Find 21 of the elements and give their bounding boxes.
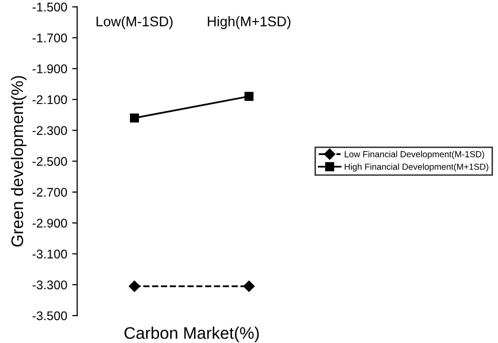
y-axis-title: Green development(%) (10, 76, 26, 247)
x-tick-label: Low(M-1SD) (96, 16, 173, 30)
y-tick-label: -3.300 (32, 280, 67, 290)
x-tick-label: High(M+1SD) (208, 16, 290, 30)
point (243, 280, 255, 292)
y-tick-label: -1.700 (32, 34, 67, 42)
y-tick-label: -2.100 (32, 95, 67, 104)
y-tick-label: -2.300 (32, 126, 67, 135)
point (244, 92, 254, 101)
y-tick-label: -2.500 (32, 157, 67, 166)
y-tick-label: -2.900 (32, 218, 67, 228)
legend-label: Low Financial Development(M-1SD) (344, 150, 484, 160)
y-tick-label: -1.500 (32, 2, 67, 12)
y-tick-label: -1.900 (32, 64, 67, 74)
x-axis-title: Carbon Market(%) (124, 326, 259, 342)
y-tick-label: -3.500 (32, 311, 67, 320)
y-tick-label: -3.100 (32, 250, 67, 258)
point (128, 280, 140, 292)
y-tick-label: -2.700 (32, 188, 67, 197)
legend-label: High Financial Development(M+1SD) (344, 163, 488, 172)
point (130, 113, 139, 123)
